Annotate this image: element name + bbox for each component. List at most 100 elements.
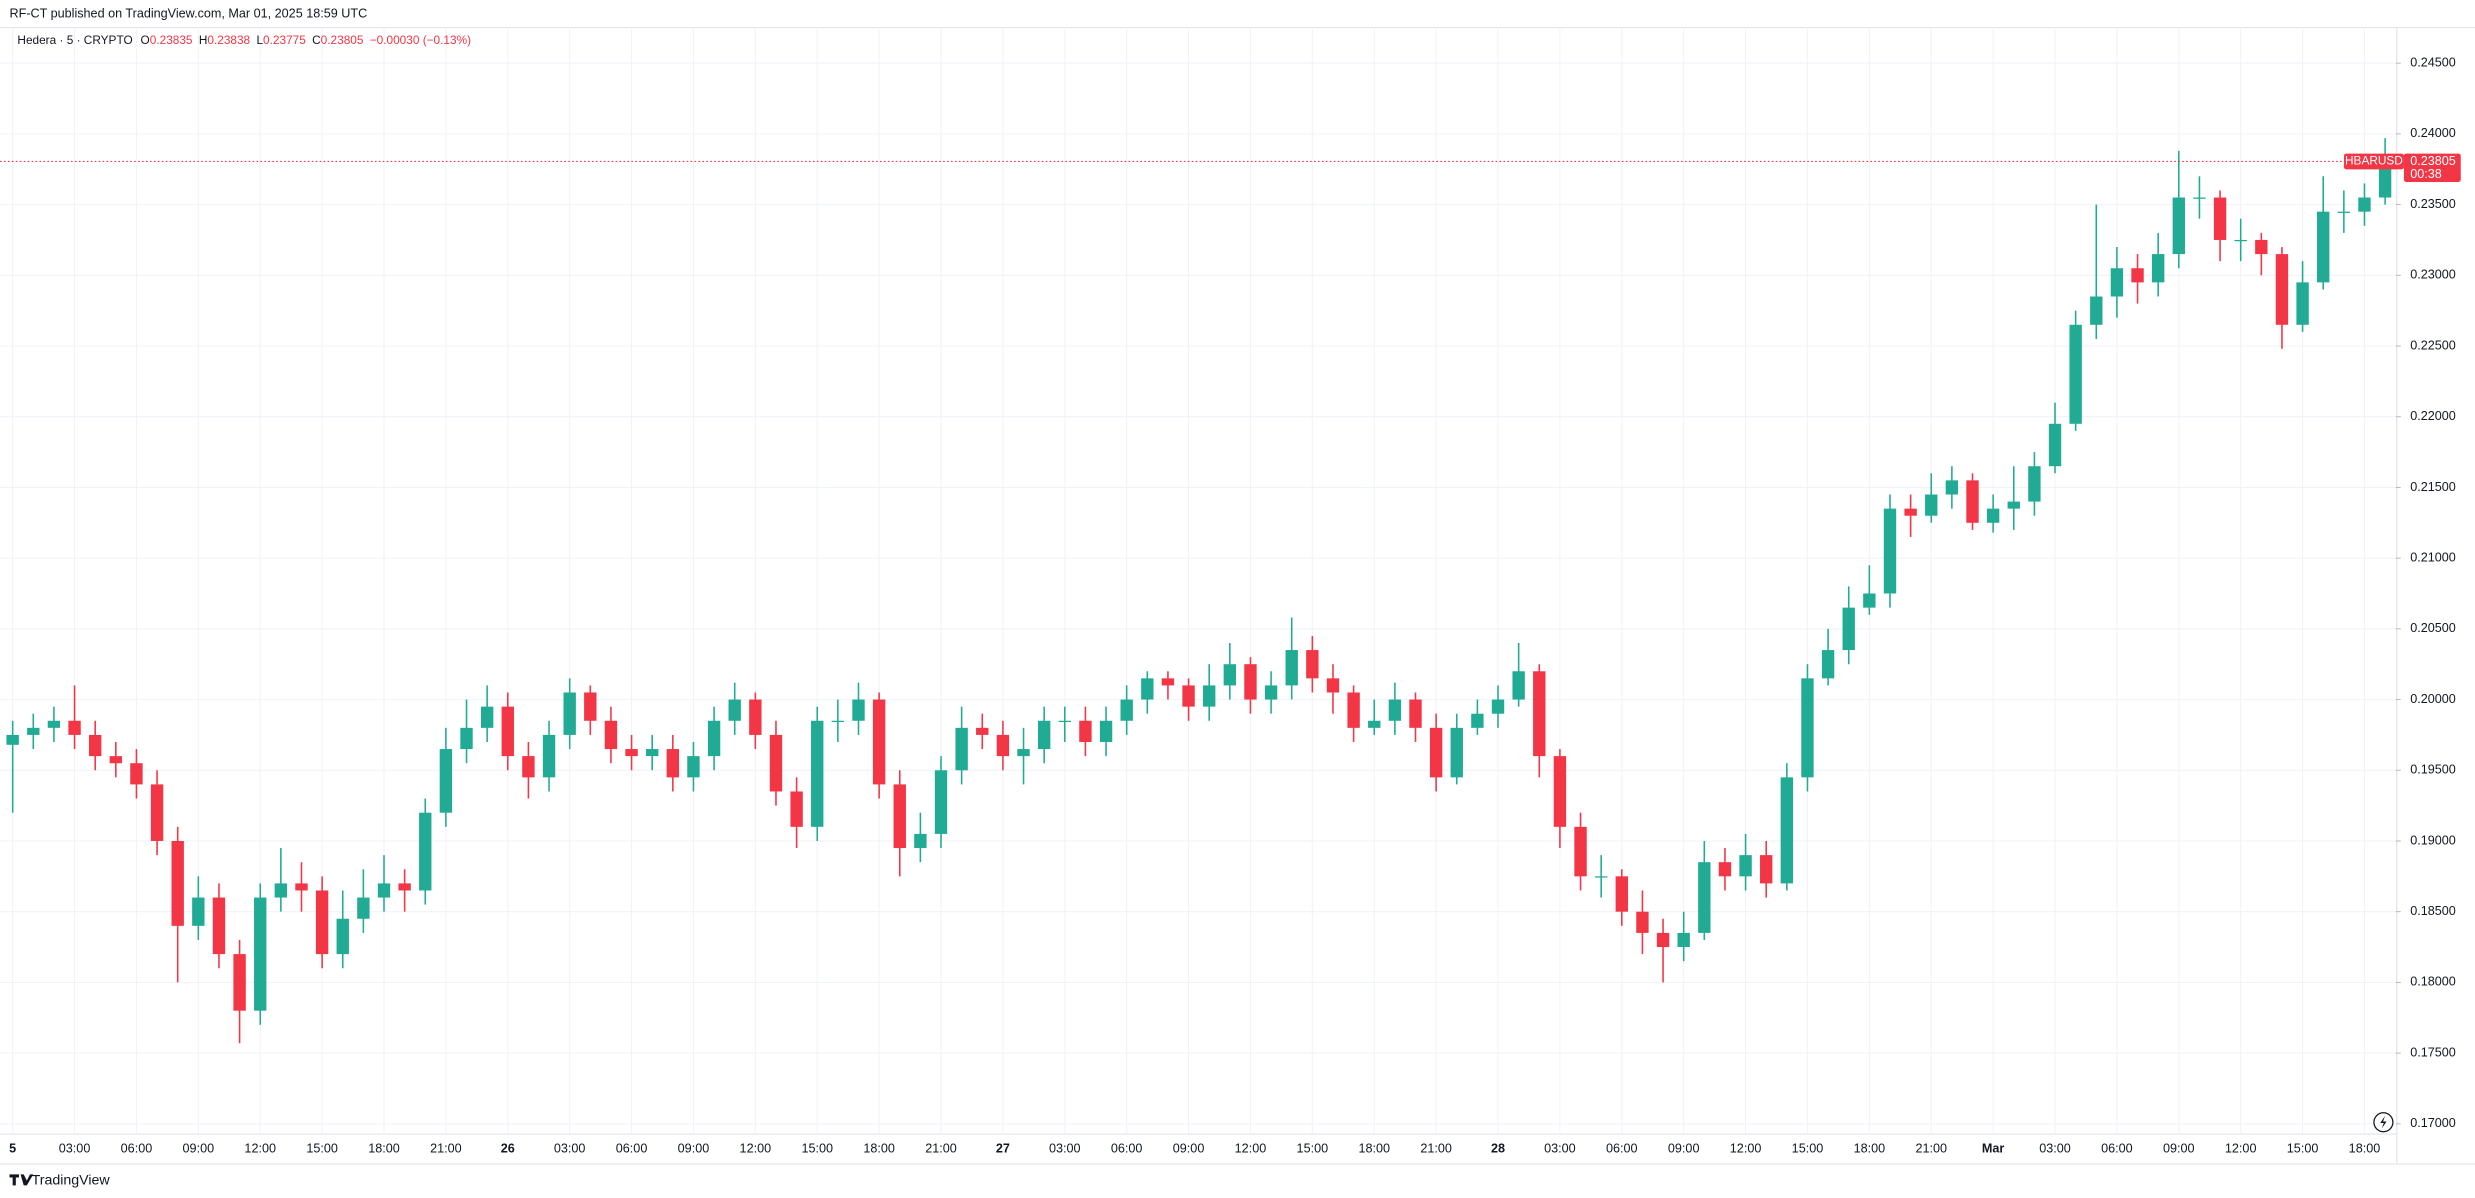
candle-body: [1904, 508, 1917, 516]
legend-value: 0.23835: [150, 33, 193, 47]
candle-body: [1368, 720, 1381, 728]
candle-body: [1574, 826, 1587, 877]
legend-key: L: [256, 33, 263, 47]
grid: [0, 26, 2397, 1134]
x-tick-label: 09:00: [2163, 1141, 2195, 1155]
candle-body: [2007, 501, 2020, 509]
candle-body: [480, 706, 494, 728]
candle-body: [212, 897, 226, 955]
candle-body: [2337, 211, 2351, 213]
candle-body: [1842, 607, 1855, 651]
candle-body: [1285, 650, 1298, 686]
y-tick-label: 0.22000: [2410, 409, 2456, 423]
candle-body: [2151, 254, 2165, 283]
x-tick-label: 09:00: [1668, 1141, 1700, 1155]
candle-body: [522, 756, 535, 778]
candle-body: [893, 784, 906, 849]
candle-body: [914, 833, 927, 849]
x-tick-label: 03:00: [1544, 1141, 1576, 1155]
x-tick-label: 03:00: [2039, 1141, 2071, 1155]
candle-body: [749, 699, 762, 735]
candle-body: [1594, 876, 1608, 878]
settings-button[interactable]: [2373, 1112, 2394, 1133]
x-tick-label: 09:00: [183, 1141, 215, 1155]
candle-body: [1966, 480, 1979, 523]
x-tick-label: 12:00: [740, 1141, 772, 1155]
candle-body: [501, 706, 514, 757]
legend-change: −0.00030 (−0.13%): [370, 33, 471, 47]
legend-key: C: [312, 33, 321, 47]
candle-body: [274, 883, 288, 898]
countdown: 00:38: [2410, 167, 2442, 181]
candle-body: [2378, 161, 2392, 198]
candle-body: [1058, 720, 1071, 723]
candle-body: [2110, 268, 2124, 297]
candle-body: [584, 692, 597, 721]
candle-body: [315, 890, 329, 955]
y-tick-label: 0.17000: [2410, 1116, 2456, 1130]
x-tick-label: 03:00: [554, 1141, 586, 1155]
symbol-tag: HBARUSD: [2345, 154, 2403, 168]
candle-body: [1821, 650, 1835, 679]
y-tick-label: 0.21000: [2410, 550, 2456, 564]
x-tick-label: 12:00: [1730, 1141, 1762, 1155]
candle-body: [604, 720, 618, 750]
candle-body: [790, 791, 803, 827]
x-tick-label: 18:00: [1358, 1141, 1390, 1155]
x-tick-label: 06:00: [616, 1141, 648, 1155]
candle-body: [934, 770, 948, 834]
candle-body: [769, 734, 783, 792]
x-tick-label: 21:00: [1915, 1141, 1947, 1155]
x-tick-label: 15:00: [1297, 1141, 1329, 1155]
candle-body: [707, 720, 721, 757]
y-tick-label: 0.18500: [2410, 904, 2456, 918]
candle-body: [336, 918, 349, 955]
price-tag-box: [2403, 153, 2461, 182]
x-tick-label: 12:00: [2225, 1141, 2257, 1155]
candle-body: [398, 883, 411, 891]
legend-key: O: [141, 33, 150, 47]
candle-body: [1945, 480, 1959, 495]
x-tick-label: 09:00: [1173, 1141, 1205, 1155]
candle-body: [254, 897, 267, 1011]
y-tick-label: 0.24500: [2410, 56, 2456, 70]
candle-body: [1099, 720, 1113, 742]
candle-body: [1079, 720, 1092, 742]
candle-body: [1615, 876, 1628, 912]
candle-body: [233, 954, 246, 1011]
candle-body: [1656, 932, 1670, 948]
y-tick-label: 0.20500: [2410, 621, 2456, 635]
candle-body: [563, 692, 576, 735]
candle-body: [295, 883, 308, 891]
x-tick-label: 09:00: [678, 1141, 710, 1155]
x-tick-label: 5: [9, 1141, 16, 1155]
footer-brand: TradingView: [32, 1172, 111, 1188]
overlay: 0.17000 0.17500 0.18000 0.18500 0.19000 0.195…: [0, 56, 2461, 1155]
legend-value: 0.23805: [321, 33, 364, 47]
x-tick-label: 03:00: [59, 1141, 91, 1155]
candle-body: [377, 883, 391, 898]
candle-body: [1326, 678, 1340, 693]
candle-body: [646, 749, 659, 757]
candle-body: [1017, 749, 1030, 757]
candle-body: [2090, 296, 2103, 325]
candle-body: [1450, 727, 1463, 778]
candle-body: [2193, 197, 2206, 199]
candle-body: [2358, 197, 2371, 212]
candle-body: [996, 734, 1010, 757]
x-tick-label: 12:00: [1235, 1141, 1267, 1155]
candle-body: [2255, 239, 2268, 255]
candle-body: [357, 897, 370, 919]
candle-body: [88, 734, 102, 757]
candle-body: [68, 720, 81, 735]
candle-body: [1203, 685, 1216, 707]
candle-body: [1306, 650, 1319, 679]
y-tick-label: 0.20000: [2410, 692, 2456, 706]
y-tick-label: 0.18000: [2410, 975, 2456, 989]
candle-body: [2317, 211, 2330, 283]
candle-body: [1801, 678, 1814, 778]
x-tick-label: 15:00: [1792, 1141, 1824, 1155]
candle-body: [1264, 685, 1278, 700]
candle-body: [1553, 756, 1567, 827]
candle-body: [1986, 508, 2000, 523]
